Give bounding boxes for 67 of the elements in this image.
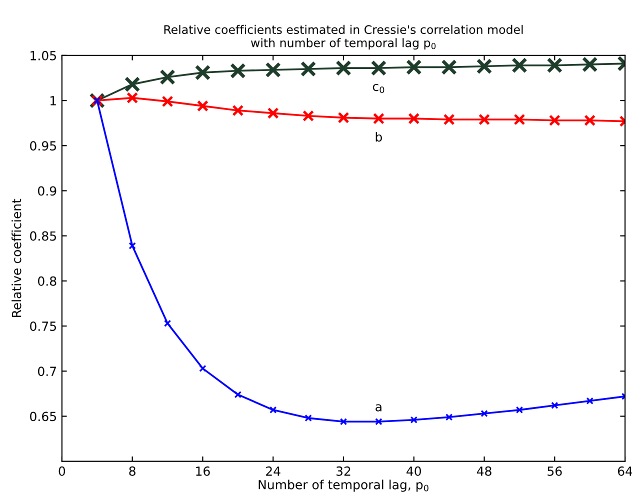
point — [548, 114, 560, 126]
series-label: b — [376, 132, 382, 142]
point — [199, 364, 206, 372]
point — [406, 59, 422, 76]
y-tick-label: 0.85 — [30, 231, 56, 241]
point — [269, 406, 277, 414]
point — [445, 414, 453, 421]
point — [164, 320, 172, 327]
point — [300, 61, 316, 77]
x-tick-label: 0 — [58, 466, 66, 476]
x-tick-label: 40 — [406, 466, 422, 476]
y-tick-label: 1 — [50, 96, 56, 106]
point — [128, 242, 136, 250]
point — [584, 114, 596, 126]
y-tick-label: 0.9 — [38, 186, 56, 196]
x-tick-label: 24 — [266, 466, 280, 476]
point — [302, 110, 314, 122]
point — [234, 390, 242, 398]
point — [441, 59, 457, 76]
x-tick-label: 64 — [618, 466, 632, 476]
point — [546, 57, 563, 74]
point — [516, 406, 524, 414]
y-tick-label: 1.05 — [30, 50, 56, 60]
point — [443, 114, 455, 126]
y-tick-label: 0.75 — [30, 322, 56, 331]
point — [336, 60, 352, 76]
x-axis-title: Number of temporal lag, p$_{0}$ — [258, 480, 428, 492]
series-label: a — [376, 404, 382, 412]
point — [514, 114, 526, 126]
point — [408, 112, 420, 124]
y-tick-label: 0.65 — [30, 412, 56, 422]
x-tick-label: 8 — [129, 466, 136, 476]
point — [304, 414, 312, 422]
point — [230, 62, 246, 79]
point — [476, 58, 492, 74]
point — [194, 64, 211, 80]
point — [340, 418, 348, 426]
x-tick-label: 16 — [196, 466, 210, 476]
point — [410, 416, 418, 424]
point — [124, 76, 140, 92]
y-axis-title: Relative coefficient — [12, 198, 22, 318]
point — [372, 112, 384, 124]
x-tick-label: 48 — [476, 466, 492, 476]
y-tick-label: 0.95 — [30, 141, 56, 151]
point — [94, 96, 101, 104]
point — [338, 112, 350, 124]
chart-title: Relative coefficients estimated in Cressie's correlation model with number of temporal lag p$_{0}$ — [164, 24, 523, 50]
point — [232, 104, 244, 116]
series-label: c$_{0}$ — [372, 84, 384, 94]
point — [375, 418, 382, 426]
point — [126, 92, 138, 104]
x-tick-label: 56 — [548, 466, 562, 476]
point — [267, 107, 279, 119]
point — [196, 100, 208, 112]
point — [586, 397, 594, 405]
x-tick-label: 32 — [336, 466, 350, 476]
point — [582, 56, 598, 72]
point — [480, 410, 488, 418]
point — [162, 96, 174, 108]
point — [265, 62, 282, 78]
point — [512, 57, 528, 74]
point — [370, 60, 387, 76]
point — [478, 114, 490, 126]
point — [160, 69, 176, 86]
point — [551, 402, 558, 410]
y-tick-label: 0.8 — [38, 276, 56, 286]
y-tick-label: 0.7 — [38, 366, 56, 376]
